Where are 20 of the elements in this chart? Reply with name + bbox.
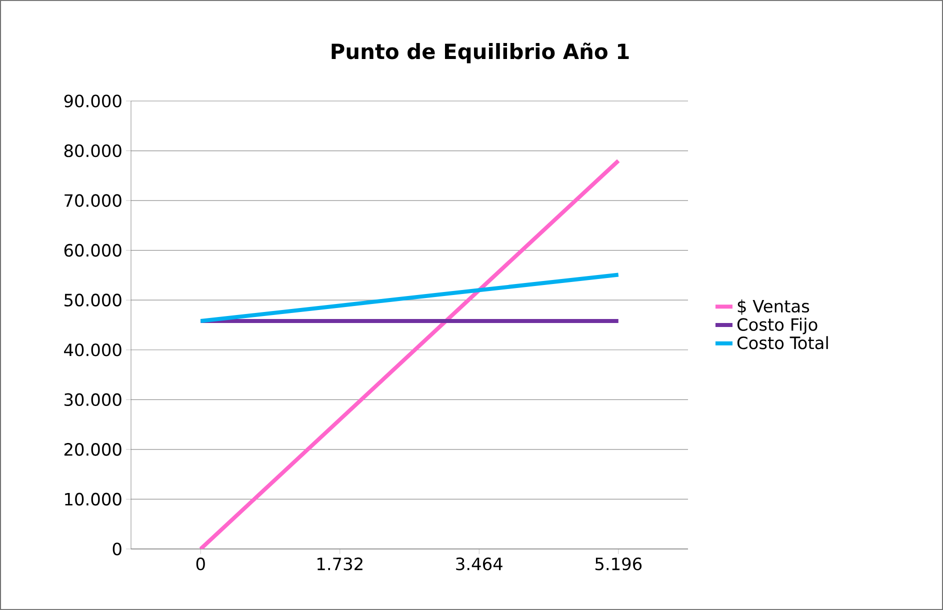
line-series [198, 272, 620, 324]
y-tick-label: 90.000 [64, 94, 122, 108]
legend-label: $ Ventas [738, 299, 810, 315]
y-tick-label: 0 [112, 542, 122, 556]
y-tick-label: 20.000 [64, 443, 122, 456]
y-tick-label: 50.000 [64, 294, 122, 306]
y-tick-label: 30.000 [64, 393, 122, 406]
y-tick-label: 70.000 [64, 194, 122, 207]
line-series [198, 158, 620, 549]
legend-label: Costo Fijo [737, 318, 818, 334]
x-tick-label: 0 [196, 557, 205, 570]
x-tick-label: 1.732 [318, 557, 362, 570]
chart-title: Punto de Equilibrio Año 1 [332, 42, 629, 64]
x-tick-label: 3.464 [456, 557, 502, 570]
y-tick-label: 60.000 [64, 244, 122, 257]
y-tick-label: 10.000 [65, 492, 122, 506]
x-tick-label: 5.196 [595, 557, 642, 570]
y-tick-label: 80.000 [64, 144, 122, 158]
legend-label: Costo Total [737, 336, 828, 350]
y-tick-label: 40.000 [64, 343, 122, 356]
